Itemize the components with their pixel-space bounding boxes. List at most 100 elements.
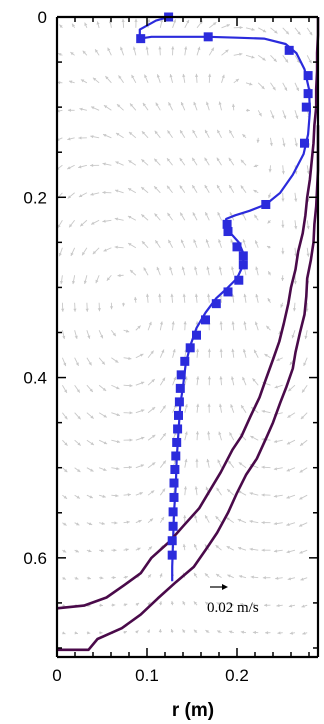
vector-head — [264, 603, 268, 607]
vector-head — [235, 78, 239, 83]
vector-head — [268, 271, 272, 275]
vector-head — [261, 465, 265, 469]
vector-head — [75, 576, 79, 580]
vector-head — [124, 575, 128, 579]
vector-head — [128, 188, 132, 192]
vector-head — [205, 212, 209, 216]
vector-head — [207, 431, 211, 435]
vector-head — [159, 321, 164, 325]
vector-head — [184, 431, 188, 435]
square-marker — [303, 71, 313, 81]
vector-head — [90, 442, 94, 446]
vector-head — [128, 243, 132, 247]
vector-head — [77, 468, 81, 472]
vector-head — [72, 23, 75, 28]
vector-head — [62, 576, 66, 580]
square-marker — [168, 521, 178, 531]
vector-head — [95, 279, 99, 284]
vector-head — [217, 630, 221, 634]
vector-head — [180, 130, 184, 134]
vector-head — [151, 434, 156, 438]
vector-head — [194, 514, 198, 519]
vector-head — [194, 544, 197, 548]
vector-head — [255, 293, 259, 298]
square-marker — [284, 45, 294, 55]
vector-head — [58, 252, 62, 257]
vector-head — [196, 376, 200, 380]
vector-head — [186, 19, 189, 24]
vector-head — [231, 321, 235, 325]
vector-head — [80, 223, 84, 227]
vector-head — [251, 27, 255, 31]
vector-head — [199, 20, 203, 25]
vector-head — [126, 520, 130, 524]
square-marker — [223, 227, 233, 237]
vector-head — [102, 190, 106, 195]
square-marker — [170, 465, 180, 475]
vector-head — [95, 49, 99, 53]
vector-head — [255, 266, 259, 270]
vector-head — [273, 494, 278, 498]
vector-head — [299, 496, 303, 500]
vector-head — [67, 166, 71, 170]
vector-head — [216, 573, 220, 577]
x-tick-label: 0.1 — [135, 666, 159, 685]
vector-head — [155, 102, 159, 106]
vector-head — [129, 411, 133, 415]
square-marker — [180, 356, 190, 366]
vector-head — [169, 74, 173, 78]
vector-head — [182, 73, 186, 78]
vector-head — [286, 550, 290, 554]
vector-head — [167, 212, 171, 217]
vector-head — [62, 335, 66, 340]
square-marker — [167, 536, 177, 546]
vector-head — [128, 160, 132, 164]
vector-head — [274, 385, 278, 389]
vector-head — [243, 321, 247, 325]
square-marker — [173, 424, 183, 434]
vector-head — [150, 490, 155, 494]
vector-head — [216, 602, 220, 606]
vector-head — [194, 486, 198, 490]
vector-head — [171, 321, 175, 325]
vector-head — [273, 58, 277, 62]
vector-head — [114, 217, 119, 221]
vector-head — [145, 293, 150, 297]
vector-head — [129, 103, 134, 107]
vector-head — [218, 239, 222, 243]
vector-head — [282, 143, 286, 147]
vector-head — [251, 55, 255, 59]
vector-head — [228, 460, 232, 464]
vector-head — [207, 403, 211, 407]
vector-head — [150, 350, 154, 355]
vector-head — [281, 171, 285, 175]
vector-head — [168, 239, 172, 244]
square-marker — [167, 550, 177, 560]
vector-head — [218, 101, 222, 105]
vector-head — [115, 494, 119, 498]
vector-head — [266, 325, 270, 330]
vector-head — [128, 356, 132, 361]
vector-head — [252, 630, 256, 635]
square-marker — [174, 410, 183, 420]
vector-head — [75, 522, 80, 526]
vector-head — [292, 308, 297, 312]
vector-head — [295, 87, 299, 91]
vector-head — [182, 601, 186, 605]
square-marker — [238, 251, 248, 261]
vector-head — [217, 212, 221, 216]
vector-head — [205, 515, 208, 519]
vector-head — [274, 30, 278, 34]
vector-head — [184, 458, 188, 463]
vector-head — [103, 105, 108, 109]
vector-head — [121, 303, 126, 307]
vector-head — [276, 357, 280, 361]
vector-head — [183, 321, 187, 325]
vector-head — [283, 115, 287, 119]
vector-head — [217, 459, 221, 463]
vector-head — [135, 630, 139, 634]
vector-head — [158, 629, 162, 633]
square-marker — [222, 219, 232, 229]
vector-head — [140, 353, 144, 357]
